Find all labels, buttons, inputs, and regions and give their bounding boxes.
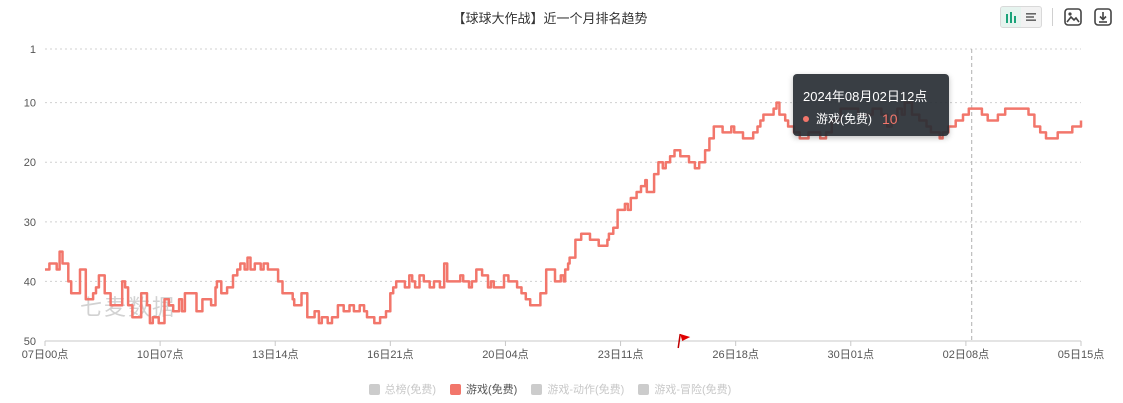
legend-label: 游戏(免费) <box>466 384 518 396</box>
legend-item-adventure[interactable]: 游戏-冒险(免费) <box>638 381 731 397</box>
legend-swatch-icon <box>368 383 380 395</box>
y-tick-label: 50 <box>24 336 36 348</box>
x-tick-label: 05日15点 <box>1058 348 1104 361</box>
legend-swatch-icon <box>638 383 650 395</box>
x-tick-label: 30日01点 <box>828 348 874 361</box>
legend-swatch-icon <box>531 383 543 395</box>
legend: 总榜(免费) 游戏(免费) 游戏-动作(免费) 游戏-冒险(免费) <box>0 381 1100 397</box>
tooltip-row: 游戏(免费) 10 <box>803 110 898 127</box>
legend-label: 总榜(免费) <box>384 384 436 396</box>
tooltip-series-name: 游戏(免费) <box>816 112 872 126</box>
toolbar-separator <box>1052 8 1053 26</box>
x-tick-label: 16日21点 <box>367 348 413 361</box>
legend-label: 游戏-动作(免费) <box>547 384 625 396</box>
download-icon[interactable] <box>1093 7 1113 27</box>
x-tick-label: 10日07点 <box>137 348 183 361</box>
y-tick-label: 20 <box>24 157 36 169</box>
view-toggle <box>1000 6 1042 28</box>
x-tick-label: 07日00点 <box>22 348 68 361</box>
chart-title: 【球球大作战】近一个月排名趋势 <box>452 11 648 26</box>
image-icon[interactable] <box>1063 7 1083 27</box>
legend-item-overall[interactable]: 总榜(免费) <box>368 381 436 397</box>
y-tick-label: 30 <box>24 217 36 229</box>
x-tick-label: 20日04点 <box>482 348 528 361</box>
y-axis: 1 10 20 30 40 50 <box>24 44 36 348</box>
chart-toolbar <box>1000 6 1113 28</box>
red-flag-icon[interactable] <box>677 333 691 349</box>
legend-item-games[interactable]: 游戏(免费) <box>450 381 517 397</box>
x-tick-label: 26日18点 <box>712 348 758 361</box>
marker-layer <box>677 333 691 349</box>
y-tick-label: 40 <box>24 276 36 288</box>
y-tick-label: 10 <box>24 98 36 110</box>
rank-trend-chart: 1 10 20 30 40 50 07日00点 10日07点 13日14点 16日21点 20日0… <box>22 44 1104 361</box>
tooltip-title: 2024年08月02日12点 <box>803 89 928 104</box>
x-axis: 07日00点 10日07点 13日14点 16日21点 20日04点 23日11点 26日1… <box>22 341 1104 361</box>
x-tick-label: 02日08点 <box>943 348 989 361</box>
series-dot-icon <box>803 115 809 122</box>
tooltip-value: 10 <box>882 110 898 127</box>
legend-swatch-icon <box>450 383 461 395</box>
grid-lines <box>45 48 1081 342</box>
list-icon[interactable] <box>1021 7 1041 27</box>
bar-chart-icon[interactable] <box>1001 7 1021 27</box>
legend-item-action[interactable]: 游戏-动作(免费) <box>531 381 624 397</box>
x-tick-label: 13日14点 <box>252 348 298 361</box>
tooltip: 2024年08月02日12点 游戏(免费) 10 <box>793 74 949 136</box>
y-tick-label: 1 <box>30 44 36 56</box>
x-tick-label: 23日11点 <box>598 348 644 361</box>
legend-label: 游戏-冒险(免费) <box>654 384 732 396</box>
